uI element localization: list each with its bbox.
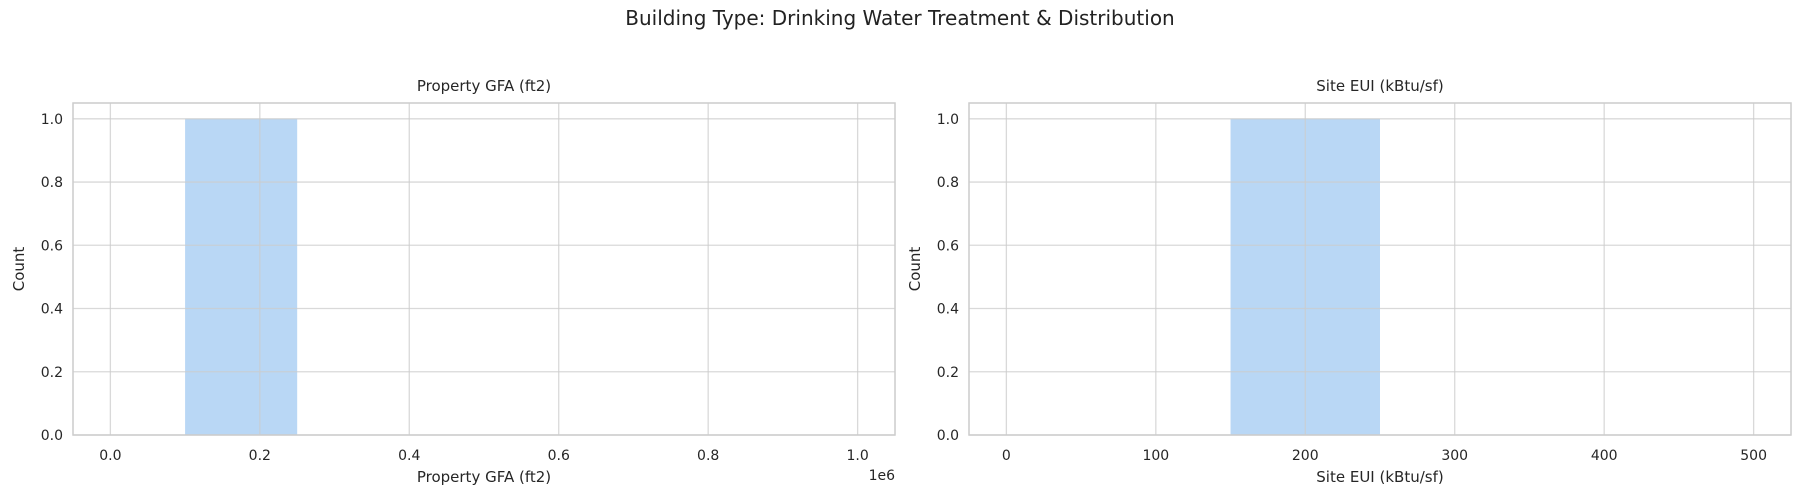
y-tick-label: 0.2 <box>937 365 959 381</box>
y-tick-label: 0.4 <box>41 302 63 318</box>
x-tick-label: 0.2 <box>249 448 271 464</box>
y-axis-label: Count <box>10 247 28 292</box>
figure-title: Building Type: Drinking Water Treatment … <box>625 6 1175 30</box>
x-axis-label: Property GFA (ft2) <box>417 468 551 486</box>
y-tick-label: 0.8 <box>41 175 63 191</box>
chart-panel-1: 0.0 0.2 0.4 0.6 0.8 1.00.00.20.40.60.81.01e6P… <box>10 77 896 486</box>
x-tick-label: 300 <box>1441 448 1468 464</box>
y-tick-label: 1.0 <box>937 112 959 128</box>
y-tick-label: 0.8 <box>937 175 959 191</box>
x-tick-label: 200 <box>1292 448 1319 464</box>
y-tick-label: 1.0 <box>41 112 63 128</box>
histogram-bar-1 <box>185 118 298 436</box>
x-tick-label: 0.8 <box>697 448 719 464</box>
y-tick-label: 0.6 <box>937 238 959 254</box>
y-tick-label: 0.6 <box>41 238 63 254</box>
y-tick-label: 0.0 <box>41 428 63 444</box>
x-tick-label: 400 <box>1591 448 1618 464</box>
x-tick-label: 0.6 <box>548 448 570 464</box>
x-tick-label: 500 <box>1740 448 1767 464</box>
plot-frame <box>968 102 1792 436</box>
chart-title: Site EUI (kBtu/sf) <box>1316 77 1443 95</box>
x-tick-label: 1.0 <box>847 448 869 464</box>
y-tick-label: 0.0 <box>937 428 959 444</box>
x-tick-label: 100 <box>1142 448 1169 464</box>
x-tick-label: 0 <box>1002 448 1011 464</box>
chart-panel-2: 0 100 200 300 400 500 0.0 0.2 0.4 0.6 0.8 1.0 Site E… <box>906 77 1792 486</box>
y-axis-label: Count <box>906 247 924 292</box>
y-tick-label: 0.4 <box>937 302 959 318</box>
plot-frame <box>72 102 896 436</box>
x-tick-label: 0.0 <box>99 448 121 464</box>
x-tick-label: 0.4 <box>398 448 420 464</box>
x-offset-label: 1e6 <box>869 468 896 484</box>
x-axis-label: Site EUI (kBtu/sf) <box>1316 468 1443 486</box>
y-tick-label: 0.2 <box>41 365 63 381</box>
chart-title: Property GFA (ft2) <box>417 77 551 95</box>
